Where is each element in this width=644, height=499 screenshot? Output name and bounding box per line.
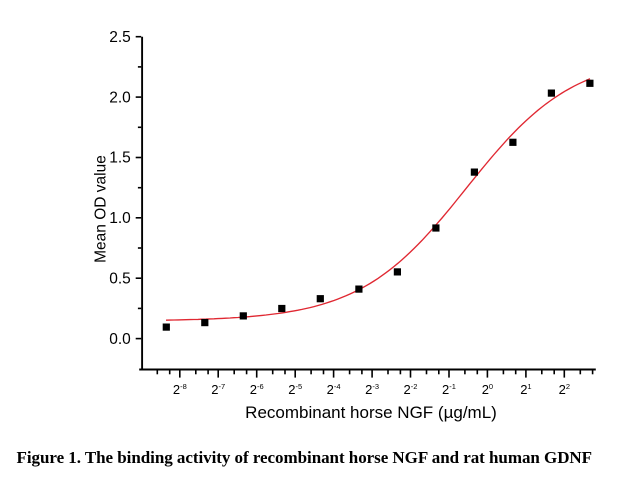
svg-text:1.0: 1.0 xyxy=(109,210,131,227)
svg-text:2-4: 2-4 xyxy=(327,382,341,397)
svg-text:2-3: 2-3 xyxy=(365,382,379,397)
svg-text:2-5: 2-5 xyxy=(288,382,302,397)
svg-text:1.5: 1.5 xyxy=(109,150,131,167)
svg-text:2.0: 2.0 xyxy=(109,89,131,106)
svg-text:20: 20 xyxy=(482,382,493,397)
svg-text:22: 22 xyxy=(559,382,570,397)
svg-text:Recombinant horse NGF (µg/mL): Recombinant horse NGF (µg/mL) xyxy=(245,403,497,422)
svg-text:Figure 1. The binding activity: Figure 1. The binding activity of recomb… xyxy=(17,448,593,467)
svg-text:2-7: 2-7 xyxy=(211,382,225,397)
svg-text:2-2: 2-2 xyxy=(404,382,418,397)
svg-text:2-8: 2-8 xyxy=(173,382,187,397)
svg-text:2-1: 2-1 xyxy=(442,382,456,397)
svg-text:2.5: 2.5 xyxy=(109,29,131,46)
svg-text:21: 21 xyxy=(520,382,531,397)
svg-text:2-6: 2-6 xyxy=(250,382,264,397)
svg-text:0.0: 0.0 xyxy=(109,331,131,348)
svg-text:0.5: 0.5 xyxy=(109,270,131,287)
svg-text:Mean OD value: Mean OD value xyxy=(93,155,110,263)
